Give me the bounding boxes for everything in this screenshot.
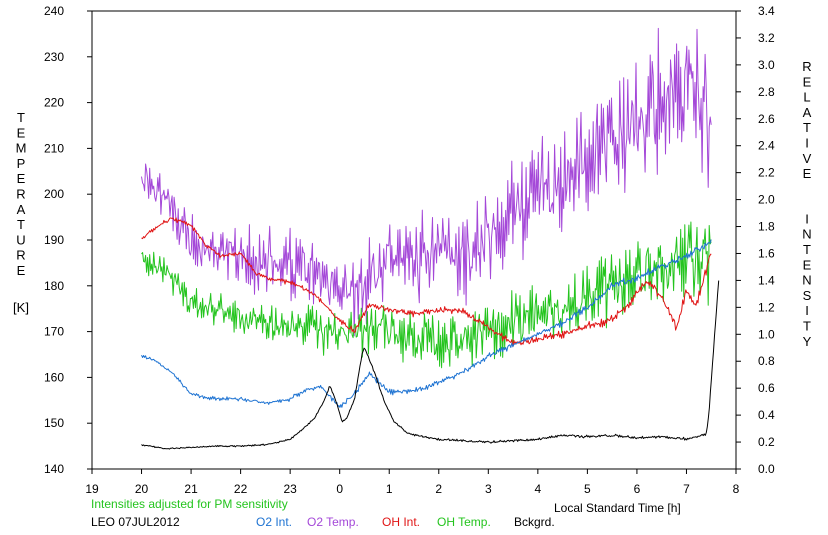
right-axis-title-letter: N	[802, 227, 811, 242]
right-tick-label: 0.8	[758, 354, 775, 368]
left-axis-title-letter: E	[17, 171, 26, 186]
right-axis-title-letter: Y	[803, 334, 812, 349]
x-tick-label: 3	[485, 482, 492, 496]
x-tick-label: 1	[386, 482, 393, 496]
right-axis-title-letter: I	[805, 303, 809, 318]
left-tick-label: 170	[44, 325, 64, 339]
legend-oh-intensity: OH Int.	[382, 515, 421, 529]
series-layer	[141, 27, 720, 450]
x-tick-label: 4	[535, 482, 542, 496]
left-tick-label: 190	[44, 233, 64, 247]
right-tick-label: 1.0	[758, 327, 775, 341]
left-axis-title-letter: U	[16, 232, 25, 247]
legend-o2-intensity: O2 Int.	[256, 515, 293, 529]
right-tick-label: 0.2	[758, 435, 775, 449]
x-tick-label: 6	[634, 482, 641, 496]
x-tick-label: 0	[336, 482, 343, 496]
x-tick-label: 2	[435, 482, 442, 496]
left-axis-title-letter: M	[16, 141, 27, 156]
background-line	[141, 280, 720, 450]
right-tick-label: 2.2	[758, 166, 775, 180]
o2-intensity-line	[141, 239, 712, 408]
right-tick-label: 2.4	[758, 139, 775, 153]
right-tick-label: 0.0	[758, 462, 775, 476]
left-tick-label: 200	[44, 187, 64, 201]
right-axis-title-letter: L	[803, 90, 810, 105]
left-axis-title-letter: R	[16, 248, 25, 263]
x-tick-label: 20	[135, 482, 149, 496]
right-tick-label: 1.6	[758, 246, 775, 260]
right-tick-label: 2.6	[758, 112, 775, 126]
left-axis-title-letter: T	[17, 217, 25, 232]
left-tick-label: 180	[44, 279, 64, 293]
x-tick-label: 19	[85, 482, 99, 496]
right-tick-label: 3.0	[758, 58, 775, 72]
right-tick-label: 3.4	[758, 4, 775, 18]
x-axis-title: Local Standard Time [h]	[554, 501, 681, 515]
right-axis-title-letter: T	[803, 242, 811, 257]
x-tick-label: 21	[184, 482, 198, 496]
right-tick-label: 1.2	[758, 300, 775, 314]
right-axis-title-letter: E	[803, 257, 812, 272]
left-tick-label: 220	[44, 96, 64, 110]
oh-intensity-line	[141, 217, 712, 348]
left-axis-unit: [K]	[13, 300, 29, 315]
x-tick-label: 7	[683, 482, 690, 496]
axis-labels: 1401501601701801902002102202302400.00.20…	[13, 4, 812, 496]
x-tick-label: 23	[283, 482, 297, 496]
right-axis-title-letter: R	[802, 59, 811, 74]
left-axis-title-letter: P	[17, 156, 26, 171]
right-tick-label: 3.2	[758, 31, 775, 45]
legend-o2-temperature: O2 Temp.	[307, 515, 359, 529]
left-tick-label: 150	[44, 416, 64, 430]
legend-oh-temperature: OH Temp.	[437, 515, 491, 529]
left-tick-label: 240	[44, 4, 64, 18]
left-tick-label: 140	[44, 462, 64, 476]
right-axis-title-letter: S	[803, 288, 812, 303]
left-tick-label: 210	[44, 141, 64, 155]
axis-ticks	[87, 10, 741, 474]
right-tick-label: 1.8	[758, 220, 775, 234]
right-tick-label: 2.0	[758, 193, 775, 207]
right-axis-title-letter: I	[805, 136, 809, 151]
x-tick-label: 8	[733, 482, 740, 496]
oh-temperature-line	[141, 221, 712, 369]
left-axis-title-letter: A	[17, 202, 26, 217]
right-axis-title-letter: T	[803, 120, 811, 135]
right-tick-label: 2.8	[758, 85, 775, 99]
legend-background: Bckgrd.	[514, 515, 555, 529]
right-tick-label: 0.6	[758, 381, 775, 395]
station-date-label: LEO 07JUL2012	[91, 515, 180, 529]
x-tick-label: 5	[584, 482, 591, 496]
right-axis-title-letter: V	[803, 151, 812, 166]
left-axis-title-letter: R	[16, 187, 25, 202]
left-axis-title-letter: T	[17, 110, 25, 125]
x-tick-label: 22	[234, 482, 248, 496]
plot-frame	[91, 10, 737, 470]
right-axis-title-letter: E	[803, 74, 812, 89]
right-tick-label: 0.4	[758, 408, 775, 422]
o2-temperature-line	[141, 27, 712, 337]
left-tick-label: 230	[44, 50, 64, 64]
right-tick-label: 1.4	[758, 273, 775, 287]
right-axis-title-letter: N	[802, 273, 811, 288]
left-axis-title-letter: E	[17, 263, 26, 278]
right-axis-title-letter: A	[803, 105, 812, 120]
right-axis-title-letter: E	[803, 166, 812, 181]
right-axis-title-letter: T	[803, 319, 811, 334]
left-tick-label: 160	[44, 370, 64, 384]
sensitivity-note: Intensities adjusted for PM sensitivity	[91, 497, 288, 511]
right-axis-title-letter: I	[805, 211, 809, 226]
left-axis-title-letter: E	[17, 125, 26, 140]
